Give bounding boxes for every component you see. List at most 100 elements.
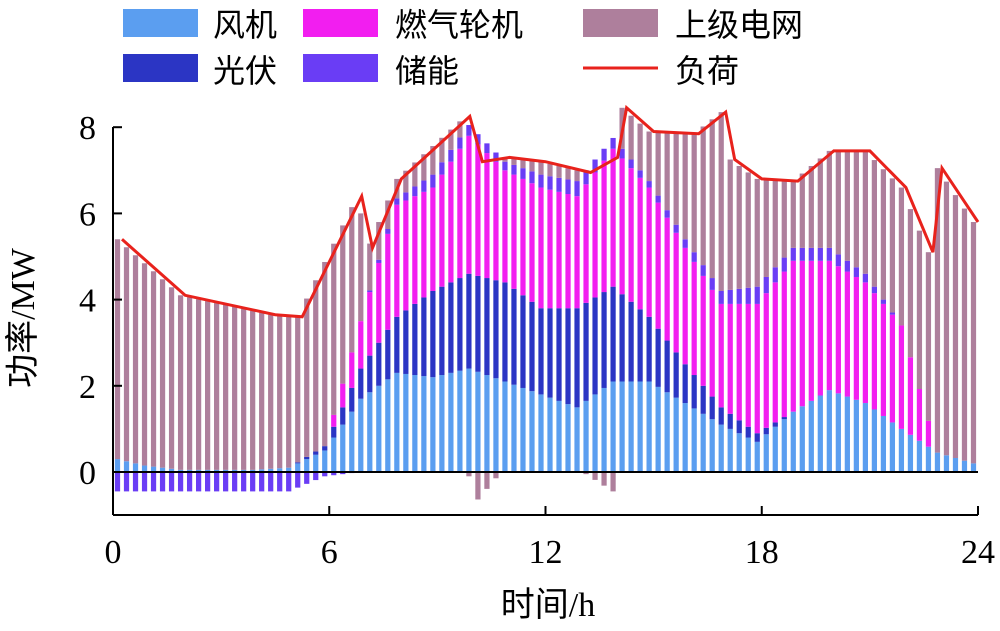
bar-储能-negative [259,472,265,492]
bar-光伏 [754,433,760,442]
bar-储能-negative [114,472,121,492]
bar-风机 [376,385,382,472]
bar-燃气轮机 [367,292,373,356]
x-tick-label: 18 [745,534,779,571]
bar-slot [745,172,751,472]
bar-slot [610,137,616,492]
bar-光伏 [574,308,580,408]
bar-燃气轮机 [484,153,490,279]
bar-光伏 [592,297,598,395]
bar-上级电网 [916,230,923,390]
bar-储能-negative [250,472,256,492]
bar-风机 [150,466,157,472]
bar-上级电网 [457,121,463,138]
bar-燃气轮机 [835,266,841,394]
x-tick-label: 6 [321,534,338,571]
bar-光伏 [646,316,652,382]
bar-光伏 [610,286,616,382]
bar-燃气轮机 [925,420,932,447]
bar-上级电网 [862,150,868,274]
bar-风机 [853,399,859,472]
bar-储能 [862,273,868,283]
bar-上级电网 [141,263,148,466]
bar-slot [421,154,427,472]
bar-燃气轮机 [727,303,733,414]
bar-slot [907,209,914,472]
bar-上级电网 [421,154,427,181]
bar-燃气轮机 [601,160,607,293]
bar-光伏 [367,355,373,393]
bar-风机 [736,433,742,472]
bar-slot [628,115,634,472]
bar-储能 [844,260,850,272]
bar-燃气轮机 [520,178,526,296]
bar-燃气轮机 [655,202,661,329]
bar-上级电网 [277,315,283,469]
bar-上级电网 [123,247,130,462]
bar-风机 [799,406,805,472]
bar-slot [376,222,382,472]
bar-燃气轮机 [565,194,571,309]
bar-风机 [214,469,220,473]
bar-风机 [673,397,679,472]
bar-slot [817,158,823,472]
bar-燃气轮机 [394,204,400,317]
bar-光伏 [619,294,625,382]
bar-风机 [394,372,400,472]
bar-风机 [709,419,715,472]
bar-slot [466,125,472,477]
legend-swatch-storage [303,54,378,82]
bar-slot [754,178,760,472]
bar-储能 [745,287,751,304]
bar-燃气轮机 [718,303,724,408]
bar-储能 [682,239,688,248]
bar-上级电网 [961,208,968,461]
bar-上级电网 [205,301,211,470]
bar-燃气轮机 [412,196,418,304]
bar-上级电网 [295,316,301,463]
bar-上级电网 [934,168,941,453]
bar-储能 [565,179,571,195]
bar-上级电网 [826,150,832,248]
bar-储能 [817,247,823,261]
bar-风机 [628,381,634,472]
bar-slot [556,165,562,472]
bar-风机 [141,465,148,472]
bar-上级电网 [286,316,292,468]
bar-光伏 [448,282,454,373]
bar-上级电网 [547,163,553,177]
bar-燃气轮机 [592,172,598,298]
bar-上级电网 [177,295,184,470]
bar-储能 [574,181,580,197]
bar-slot [141,263,148,492]
bar-燃气轮机 [385,233,391,330]
bar-上级电网 [718,112,724,291]
bar-上级电网 [844,150,850,261]
bar-储能 [880,299,887,304]
bar-光伏 [745,426,751,438]
bar-slot [277,315,283,492]
bar-上级电网 [925,252,932,421]
bar-风机 [682,403,688,472]
y-tick-label: 0 [79,455,96,492]
bar-风机 [520,387,526,472]
bar-上级电网 [511,158,517,165]
bar-上级电网 [898,187,905,326]
bar-slot [511,158,517,472]
bar-slot [709,119,715,472]
bar-风机 [304,459,310,472]
bar-光伏 [601,292,607,388]
bar-风机 [232,469,238,473]
bar-slot [502,157,508,472]
bar-光伏 [340,407,346,425]
bar-燃气轮机 [466,135,472,274]
bar-风机 [925,446,932,472]
legend-label-grid: 上级电网 [675,6,803,44]
bar-光伏 [709,396,715,420]
bar-上级电网 [538,161,544,175]
bar-储能 [376,259,382,263]
bar-光伏 [421,297,427,377]
bar-slot [673,132,679,472]
bar-燃气轮机 [682,247,688,365]
bar-风机 [574,407,580,472]
